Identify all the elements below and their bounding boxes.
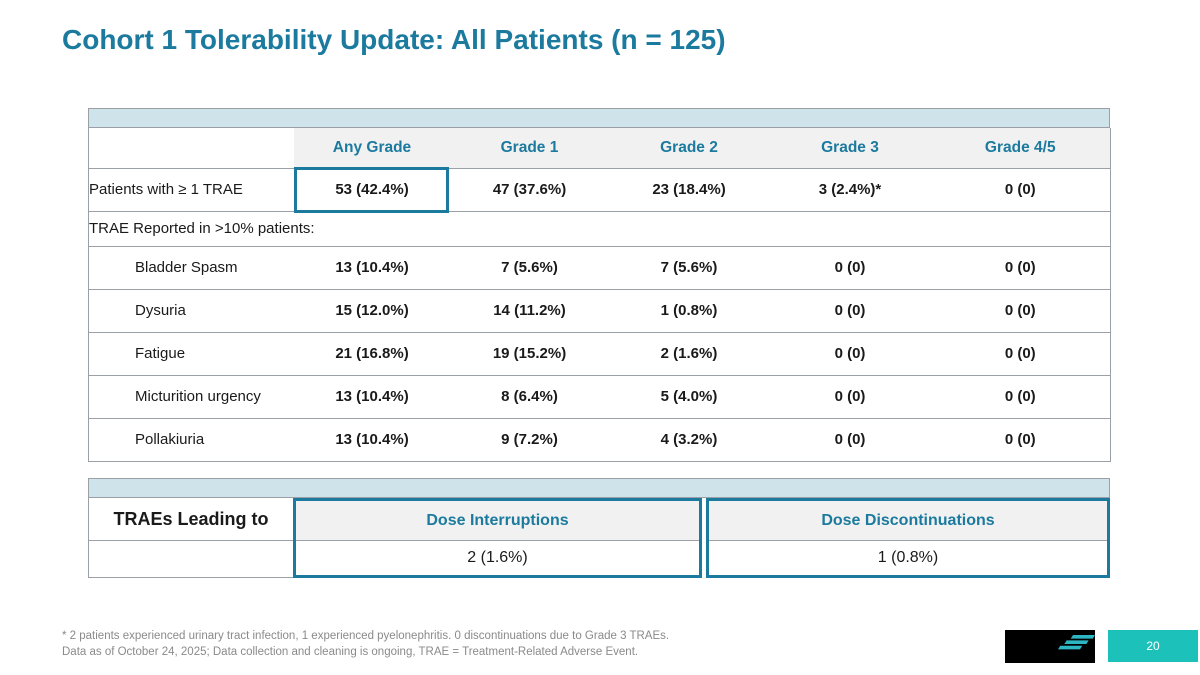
dose-discontinuations-box: Dose Discontinuations 1 (0.8%) (706, 498, 1110, 578)
table-top-band (88, 108, 1110, 128)
table-cell: 7 (5.6%) (660, 259, 718, 276)
row-label: Micturition urgency (135, 388, 261, 405)
table-section-row: TRAE Reported in >10% patients: (88, 211, 1111, 246)
table-cell: 13 (10.4%) (335, 388, 409, 405)
table-cell: 0 (0) (1004, 388, 1036, 405)
page-number-badge: 20 (1108, 630, 1198, 662)
table-cell: 23 (18.4%) (652, 181, 726, 198)
table-cell: 15 (12.0%) (335, 302, 409, 319)
table-cell: 0 (0) (1004, 259, 1036, 276)
column-header-grade-1: Grade 1 (450, 128, 609, 168)
table-row: Fatigue 21 (16.8%) 19 (15.2%) 2 (1.6%) 0… (88, 332, 1111, 375)
section-label: TRAE Reported in >10% patients: (89, 220, 315, 237)
table-cell: 0 (0) (834, 302, 866, 319)
leading-row-label-cell: TRAEs Leading to (88, 498, 293, 578)
footnotes: * 2 patients experienced urinary tract i… (62, 628, 962, 660)
column-header-any-grade: Any Grade (293, 128, 451, 168)
table-cell: 0 (0) (834, 431, 866, 448)
table-row: Pollakiuria 13 (10.4%) 9 (7.2%) 4 (3.2%)… (88, 418, 1111, 461)
dose-interruptions-header: Dose Interruptions (296, 501, 699, 541)
row-label: Patients with ≥ 1 TRAE (89, 181, 243, 198)
table-cell: 3 (2.4%)* (818, 181, 882, 198)
column-header-grade-4-5: Grade 4/5 (930, 128, 1111, 168)
table-cell: 14 (11.2%) (493, 302, 566, 319)
table-cell: 9 (7.2%) (501, 431, 558, 448)
table-cell: 0 (0) (834, 388, 866, 405)
traes-leading-table: TRAEs Leading to Dose Interruptions 2 (1… (88, 478, 1110, 578)
footnote-asterisk: * 2 patients experienced urinary tract i… (62, 630, 670, 642)
logo-stripes-icon (1005, 630, 1095, 663)
table-cell: 5 (4.0%) (660, 388, 718, 405)
footnote-data-cutoff: Data as of October 24, 2025; Data collec… (62, 646, 639, 658)
table-cell: 13 (10.4%) (335, 431, 409, 448)
table-cell: 0 (0) (1004, 345, 1036, 362)
column-header-empty (88, 128, 294, 168)
row-label: Dysuria (135, 302, 186, 319)
row-label: Fatigue (135, 345, 186, 362)
dose-discontinuations-header: Dose Discontinuations (709, 501, 1107, 541)
table-row: Bladder Spasm 13 (10.4%) 7 (5.6%) 7 (5.6… (88, 246, 1111, 289)
table-row: Patients with ≥ 1 TRAE 53 (42.4%) 47 (37… (88, 166, 1111, 212)
table-top-band (88, 478, 1110, 498)
table-cell: 2 (1.6%) (660, 345, 718, 362)
dose-discontinuations-value: 1 (0.8%) (877, 549, 939, 566)
table-cell: 4 (3.2%) (660, 431, 718, 448)
empty-cell (89, 541, 293, 577)
table-cell: 8 (6.4%) (501, 388, 558, 405)
table-cell: 13 (10.4%) (335, 259, 409, 276)
table-row: Dysuria 15 (12.0%) 14 (11.2%) 1 (0.8%) 0… (88, 289, 1111, 332)
table-cell: 19 (15.2%) (492, 345, 567, 362)
dose-interruptions-box: Dose Interruptions 2 (1.6%) (293, 498, 702, 578)
dose-interruptions-value: 2 (1.6%) (467, 549, 528, 566)
table-cell: 47 (37.6%) (492, 181, 567, 198)
table-cell: 0 (0) (1004, 181, 1036, 198)
table-cell: 7 (5.6%) (501, 259, 558, 276)
trae-table: Any Grade Grade 1 Grade 2 Grade 3 Grade … (88, 108, 1111, 462)
highlighted-cell: 53 (42.4%) (293, 166, 451, 212)
table-cell: 0 (0) (834, 259, 866, 276)
company-logo (1005, 630, 1095, 663)
table-cell: 0 (0) (834, 345, 866, 362)
row-label: Pollakiuria (135, 431, 205, 448)
table-row: Micturition urgency 13 (10.4%) 8 (6.4%) … (88, 375, 1111, 418)
row-label: Bladder Spasm (135, 259, 238, 276)
table-cell: 1 (0.8%) (660, 302, 718, 319)
leading-row-label: TRAEs Leading to (89, 498, 293, 541)
table-cell: 0 (0) (1004, 431, 1036, 448)
column-header-grade-2: Grade 2 (608, 128, 770, 168)
slide-title: Cohort 1 Tolerability Update: All Patien… (62, 24, 726, 55)
column-header-grade-3: Grade 3 (769, 128, 931, 168)
table-cell: 0 (0) (1004, 302, 1036, 319)
table-cell: 21 (16.8%) (335, 345, 409, 362)
table-header-row: Any Grade Grade 1 Grade 2 Grade 3 Grade … (88, 128, 1111, 168)
